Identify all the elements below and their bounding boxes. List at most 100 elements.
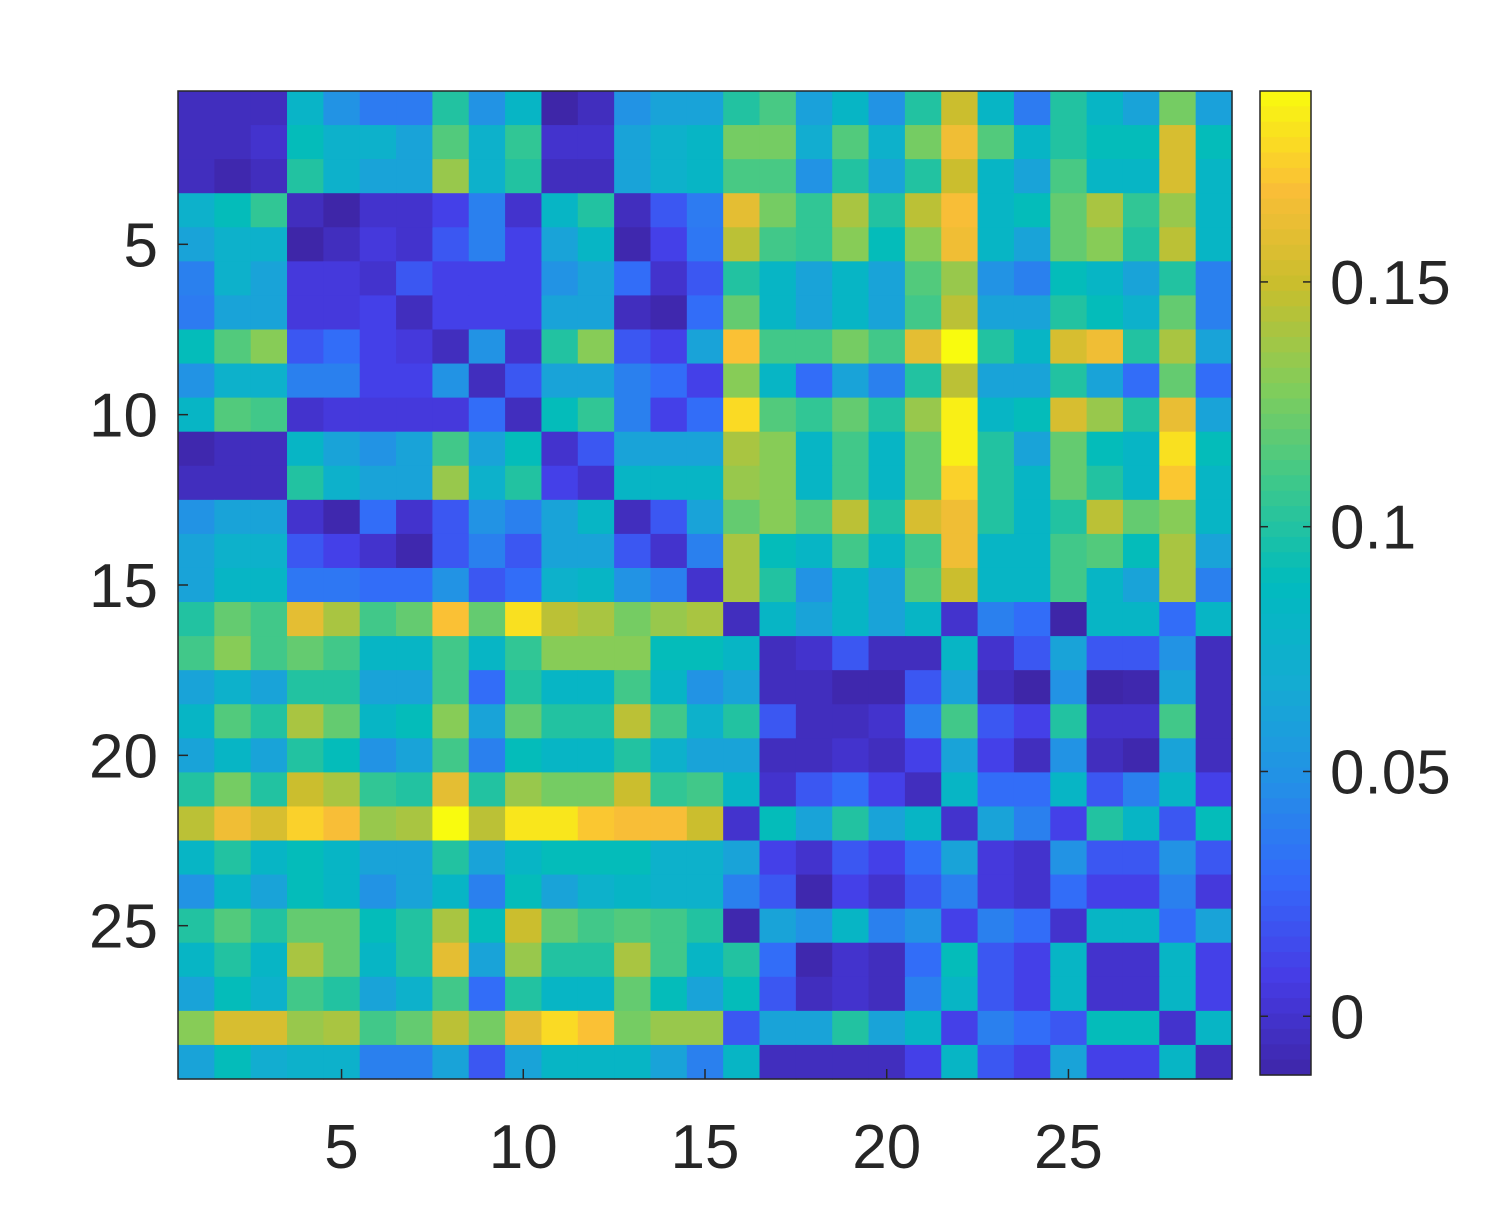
colorbar-segment [1260,905,1311,922]
heatmap-cell [1086,1044,1124,1080]
heatmap-cell [359,533,397,569]
heatmap-cell [359,91,397,126]
heatmap-cell [795,499,833,535]
heatmap-cell [396,193,434,228]
heatmap-cell [214,193,252,228]
heatmap-cell [686,806,724,842]
heatmap-cell [1086,125,1124,160]
heatmap-cell [723,431,761,467]
heatmap-cell [759,772,797,808]
heatmap-cell [977,465,1015,501]
heatmap-cell [977,227,1015,262]
heatmap-cell [723,193,761,228]
heatmap-cell [396,431,434,467]
heatmap-cell [214,465,252,501]
heatmap-cell [214,125,252,160]
heatmap-cell [250,908,288,944]
heatmap-cell [795,1044,833,1080]
heatmap-cell [541,567,579,603]
x-tick-label: 5 [324,1113,358,1182]
heatmap-cell [868,261,906,297]
heatmap-cell [178,329,215,365]
heatmap-cell [941,397,979,433]
heatmap-cell [541,261,579,297]
heatmap-cell [650,431,688,467]
y-axis-ticks: 5 10 15 20 25 [89,211,188,962]
heatmap-cell [250,1044,288,1080]
colorbar-segment [1260,536,1311,553]
heatmap-cell [723,91,761,126]
heatmap-cell [396,465,434,501]
heatmap-cell [1013,499,1051,535]
heatmap-cell [396,772,434,808]
heatmap-cell [214,363,252,399]
heatmap-cell [650,806,688,842]
heatmap-cell [1013,329,1051,365]
heatmap-cell [250,602,288,637]
heatmap-cell [577,1010,615,1046]
heatmap-cell [941,567,979,603]
heatmap-cell [977,636,1015,671]
heatmap-cell [468,1010,506,1046]
heatmap-cell [832,567,870,603]
heatmap-cell [1050,295,1088,331]
heatmap-cell [1122,329,1160,365]
heatmap-cell [505,159,543,194]
heatmap-cell [359,363,397,399]
heatmap-cell [250,874,288,910]
heatmap-cell [1195,193,1233,228]
heatmap-cell [1050,976,1088,1012]
heatmap-cell [396,329,434,365]
x-tick-label: 25 [1034,1113,1103,1182]
heatmap-cell [1122,976,1160,1012]
heatmap-cell [432,125,470,160]
heatmap-cell [795,397,833,433]
heatmap-cell [214,738,252,773]
heatmap-cell [904,636,942,671]
heatmap-cell [1086,499,1124,535]
heatmap-cell [868,908,906,944]
heatmap-cell [1122,567,1160,603]
heatmap-cell [868,806,906,842]
colorbar-segment [1260,644,1311,661]
heatmap-cell [250,227,288,262]
heatmap-cell [541,602,579,637]
heatmap-cell [323,363,361,399]
heatmap-cell [650,942,688,978]
heatmap-cell [795,193,833,228]
heatmap-cell [614,772,652,808]
heatmap-cell [1050,738,1088,773]
heatmap-cell [1050,1010,1088,1046]
heatmap-cell [904,670,942,705]
heatmap-cell [505,125,543,160]
heatmap-cell [178,942,215,978]
heatmap-cell [1159,772,1197,808]
heatmap-cell [1195,125,1233,160]
heatmap-cell [904,295,942,331]
heatmap-cell [287,602,324,637]
heatmap-cell [650,772,688,808]
heatmap-cell [1086,806,1124,842]
heatmap-cell [250,806,288,842]
heatmap-cell [795,738,833,773]
heatmap-cell [323,397,361,433]
heatmap-cell [214,908,252,944]
heatmap-cell [868,329,906,365]
heatmap-cell [614,840,652,876]
heatmap-cell [614,704,652,739]
heatmap-cell [250,363,288,399]
heatmap-cell [541,1044,579,1080]
heatmap-cell [214,567,252,603]
colorbar-segment [1260,352,1311,369]
heatmap-cell [287,976,324,1012]
heatmap-cell [904,329,942,365]
heatmap-cell [323,567,361,603]
heatmap-cell [541,806,579,842]
heatmap-cell [723,874,761,910]
heatmap-cell [977,431,1015,467]
heatmap-cell [432,295,470,331]
heatmap-cell [904,91,942,126]
colorbar-segment [1260,798,1311,815]
heatmap-cell [505,1010,543,1046]
heatmap-cell [214,1010,252,1046]
